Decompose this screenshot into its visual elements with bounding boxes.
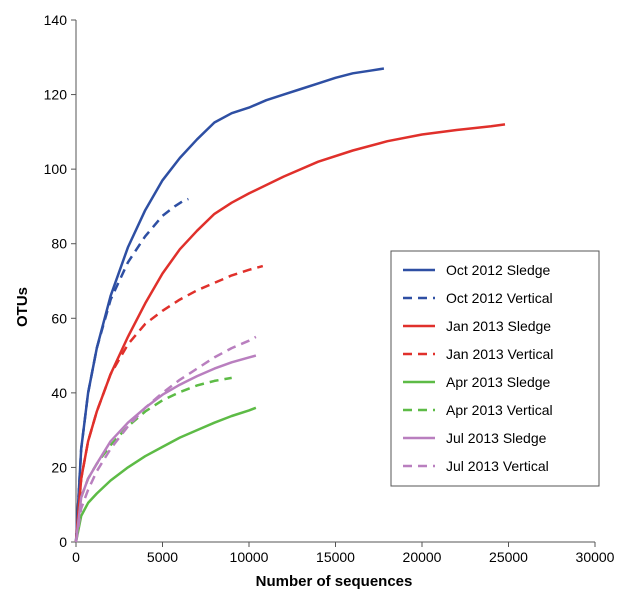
series-line-jul-2013-vertical [74,335,257,543]
x-tick-label: 0 [72,549,80,565]
legend-label-jan-2013-vertical: Jan 2013 Vertical [446,346,553,362]
x-tick-label: 20000 [403,549,442,565]
x-tick-label: 25000 [489,549,528,565]
y-tick-label: 20 [51,459,67,475]
series-line-jan-2013-sledge [74,123,506,543]
x-tick-label: 15000 [316,549,355,565]
axes: 0 20 40 60 80 100 120 140 0 5000 10000 15000 20000 25… [44,12,615,565]
legend-label-oct-2012-vertical: Oct 2012 Vertical [446,290,553,306]
legend-label-oct-2012-sledge: Oct 2012 Sledge [446,262,551,278]
legend-label-jan-2013-sledge: Jan 2013 Sledge [446,318,551,334]
y-tick-label: 100 [44,161,68,177]
y-tick-label: 80 [51,236,67,252]
y-tick-label: 140 [44,12,68,28]
y-tick-label: 0 [59,534,67,550]
x-tick-label: 10000 [230,549,269,565]
legend-label-apr-2013-sledge: Apr 2013 Sledge [446,374,551,390]
y-axis-title: OTUs [14,287,31,327]
x-axis-title: Number of sequences [256,573,413,590]
legend-box [390,250,600,487]
series-line-apr-2013-sledge [74,406,257,543]
legend-label-jul-2013-sledge: Jul 2013 Sledge [446,430,547,446]
x-tick-label: 5000 [147,549,178,565]
series-line-jan-2013-vertical [74,264,264,543]
y-tick-label: 60 [51,310,67,326]
legend-label-apr-2013-vertical: Apr 2013 Vertical [446,402,553,418]
series-line-oct-2012-vertical [74,197,189,543]
series-line-jul-2013-sledge [74,354,257,543]
legend: Oct 2012 Sledge Oct 2012 Vertical Jan 2013… [390,250,600,487]
y-tick-label: 40 [51,385,67,401]
x-tick-label: 30000 [576,549,615,565]
legend-label-jul-2013-vertical: Jul 2013 Vertical [446,458,549,474]
series-layer [74,67,506,543]
y-tick-label: 120 [44,87,68,103]
